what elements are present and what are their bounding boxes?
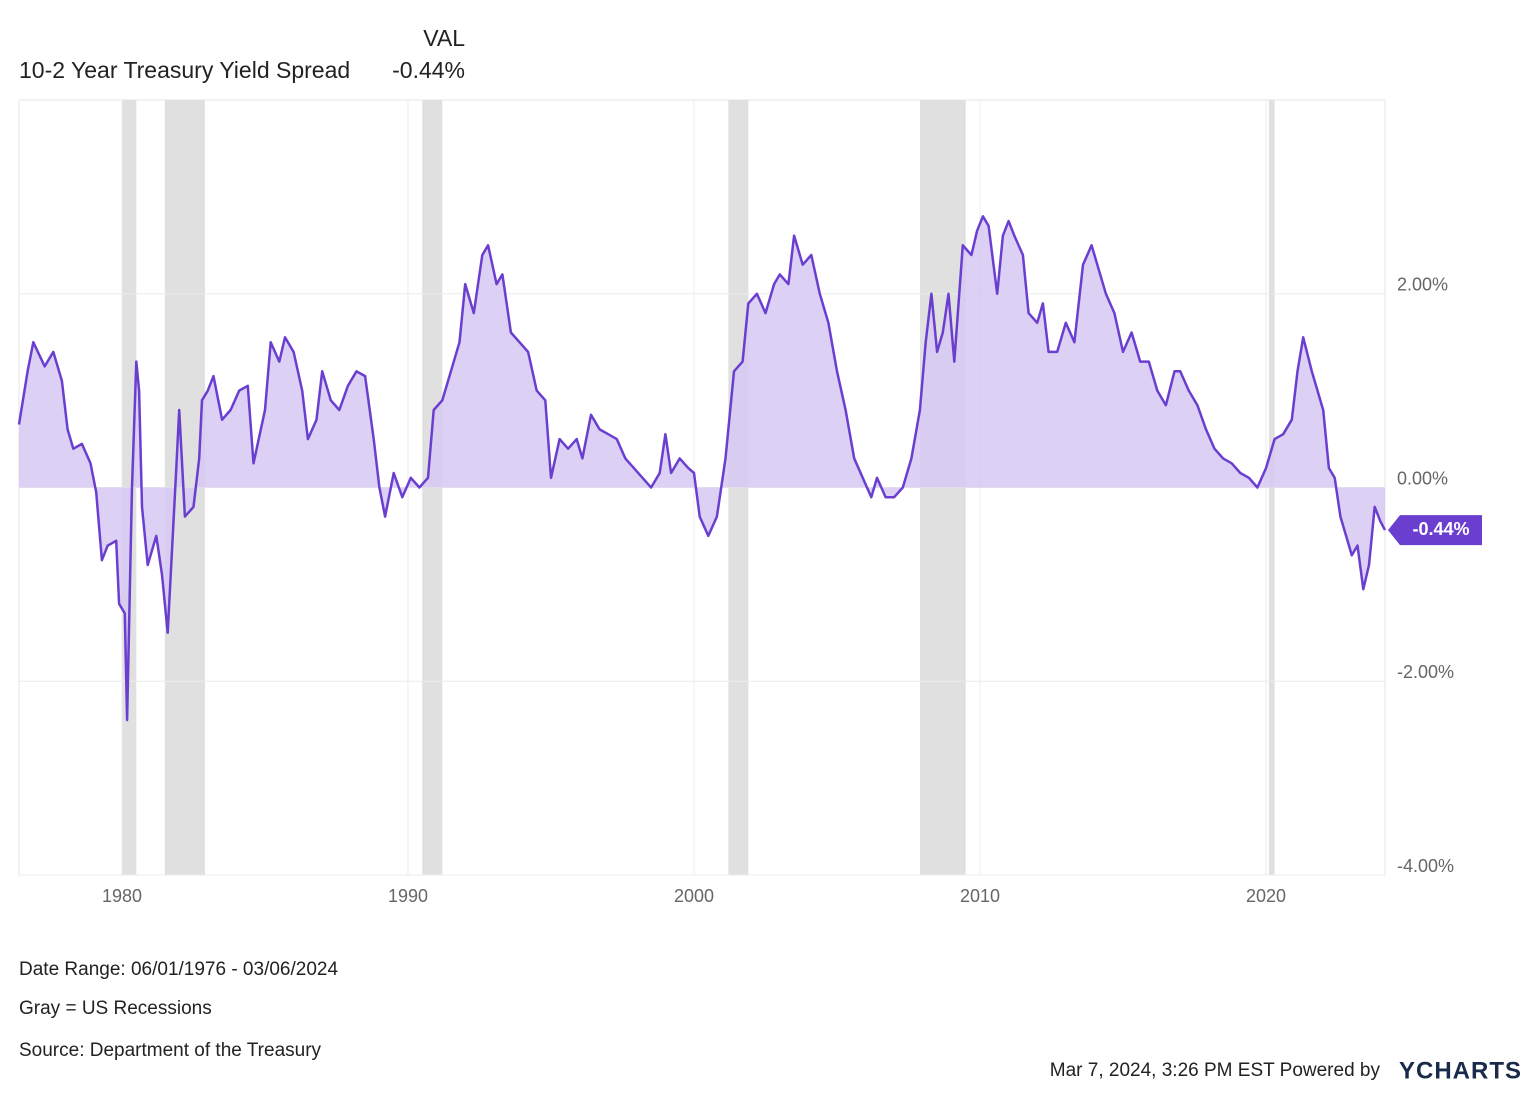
plot-area bbox=[17, 99, 1387, 876]
x-tick-label: 2020 bbox=[1246, 886, 1286, 906]
timestamp: Mar 7, 2024, 3:26 PM EST Powered by bbox=[1050, 1060, 1381, 1081]
x-tick-label: 1980 bbox=[102, 886, 142, 906]
current-value-label: -0.44% bbox=[1412, 519, 1469, 539]
note: Source: Department of the Treasury bbox=[19, 1040, 322, 1061]
y-tick-label: -4.00% bbox=[1397, 856, 1454, 876]
y-tick-label: -2.00% bbox=[1397, 662, 1454, 682]
x-tick-label: 1990 bbox=[388, 886, 428, 906]
note: Gray = US Recessions bbox=[19, 998, 212, 1019]
note: Date Range: 06/01/1976 - 03/06/2024 bbox=[19, 959, 338, 980]
value-header: VAL bbox=[423, 25, 465, 51]
x-tick-label: 2000 bbox=[674, 886, 714, 906]
brand-logo: YCHARTS bbox=[1399, 1057, 1522, 1084]
header-value: -0.44% bbox=[392, 57, 465, 83]
x-tick-label: 2010 bbox=[960, 886, 1000, 906]
current-value-badge bbox=[1388, 515, 1482, 546]
y-tick-label: 2.00% bbox=[1397, 275, 1448, 295]
area-fill bbox=[19, 216, 1385, 721]
y-tick-label: 0.00% bbox=[1397, 468, 1448, 488]
series-title: 10-2 Year Treasury Yield Spread bbox=[19, 57, 350, 83]
line bbox=[17, 215, 1387, 722]
